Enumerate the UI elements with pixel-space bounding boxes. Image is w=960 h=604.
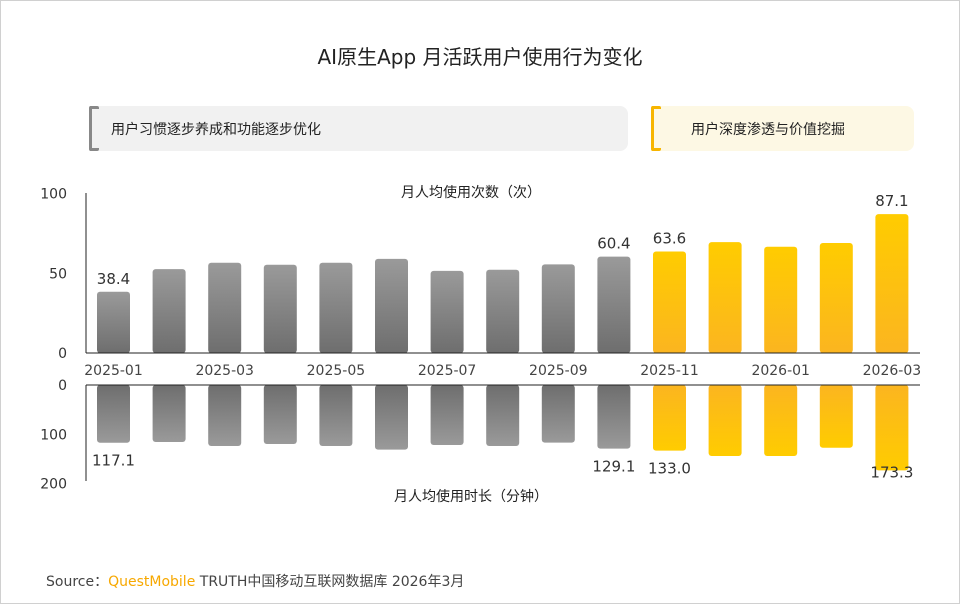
bar-bottom-2025-05 [319,385,353,446]
bar-top-2025-01 [97,291,130,353]
bar-top-2026-01 [764,246,798,353]
bar-top-2026-02 [819,242,853,353]
phase-band-2: 用户深度渗透与价值挖掘 [651,106,914,151]
bar-top-2025-05 [319,262,353,353]
bar-bottom-2025-02 [152,385,186,442]
bar-top-2025-07 [430,270,464,353]
phase-label-1: 用户习惯逐步养成和功能逐步优化 [111,121,321,138]
bar-top-2025-09 [541,264,575,353]
bar-top-2025-02 [152,269,186,353]
bar-bottom-2025-06 [375,385,408,450]
bar-bottom-2025-12 [708,385,742,456]
bar-top-2025-11 [653,251,686,353]
data-label-top: 63.6 [653,230,686,248]
bar-bottom-2025-04 [263,385,297,444]
x-tick-label: 2025-09 [529,363,588,379]
phase-band-1: 用户习惯逐步养成和功能逐步优化 [89,106,628,151]
bar-bottom-2025-09 [541,385,575,443]
data-label-top: 87.1 [875,192,908,210]
bar-top-2025-08 [486,269,520,353]
bar-bottom-2025-01 [97,385,130,443]
x-tick-label: 2026-01 [751,363,810,379]
data-label-bottom: 133.0 [648,460,691,478]
bar-bottom-2026-01 [764,385,798,456]
data-label-bottom: 129.1 [592,458,635,476]
data-label-top: 60.4 [597,235,630,253]
bar-top-2025-10 [597,256,631,353]
bracket-icon [89,106,99,151]
bar-bottom-2025-08 [486,385,520,446]
bar-top-2025-04 [263,264,297,353]
x-tick-label: 2025-05 [307,363,366,379]
bottom-chart-title: 月人均使用时长（分钟） [394,488,548,505]
bar-bottom-2026-03 [875,385,909,471]
x-tick-label: 2025-03 [195,363,254,379]
bar-top-2025-12 [708,242,742,353]
bar-bottom-2025-03 [208,385,242,446]
source-note: Source：QuestMobile TRUTH中国移动互联网数据库 2026年… [46,571,464,591]
phase-label-2: 用户深度渗透与价值挖掘 [691,121,845,138]
data-label-top: 38.4 [97,270,130,288]
bar-bottom-2025-10 [597,385,631,449]
bracket-icon [651,106,661,151]
data-label-bottom: 117.1 [92,452,135,470]
bar-bottom-2025-07 [430,385,464,445]
x-tick-label: 2025-11 [640,363,699,379]
y-tick-bottom: 0 [58,378,67,394]
x-tick-label: 2025-01 [84,363,143,379]
y-tick-top: 100 [40,187,67,203]
data-label-bottom: 173.3 [870,463,913,481]
bar-top-2025-03 [208,262,242,353]
x-tick-label: 2026-03 [863,363,922,379]
y-tick-top: 50 [49,266,67,282]
source-prefix: Source： [46,574,109,590]
bar-top-2026-03 [875,214,909,353]
top-chart-title: 月人均使用次数（次） [401,184,541,201]
y-tick-bottom: 100 [40,427,67,443]
y-tick-bottom: 200 [40,477,67,493]
bar-bottom-2026-02 [819,385,853,448]
chart-title: AI原生App 月活跃用户使用行为变化 [317,45,643,69]
y-tick-top: 0 [58,346,67,362]
brand-name: QuestMobile [108,574,196,590]
source-text: TRUTH中国移动互联网数据库 2026年3月 [195,574,465,590]
bar-bottom-2025-11 [653,385,686,451]
bar-top-2025-06 [375,258,408,353]
x-tick-label: 2025-07 [418,363,477,379]
